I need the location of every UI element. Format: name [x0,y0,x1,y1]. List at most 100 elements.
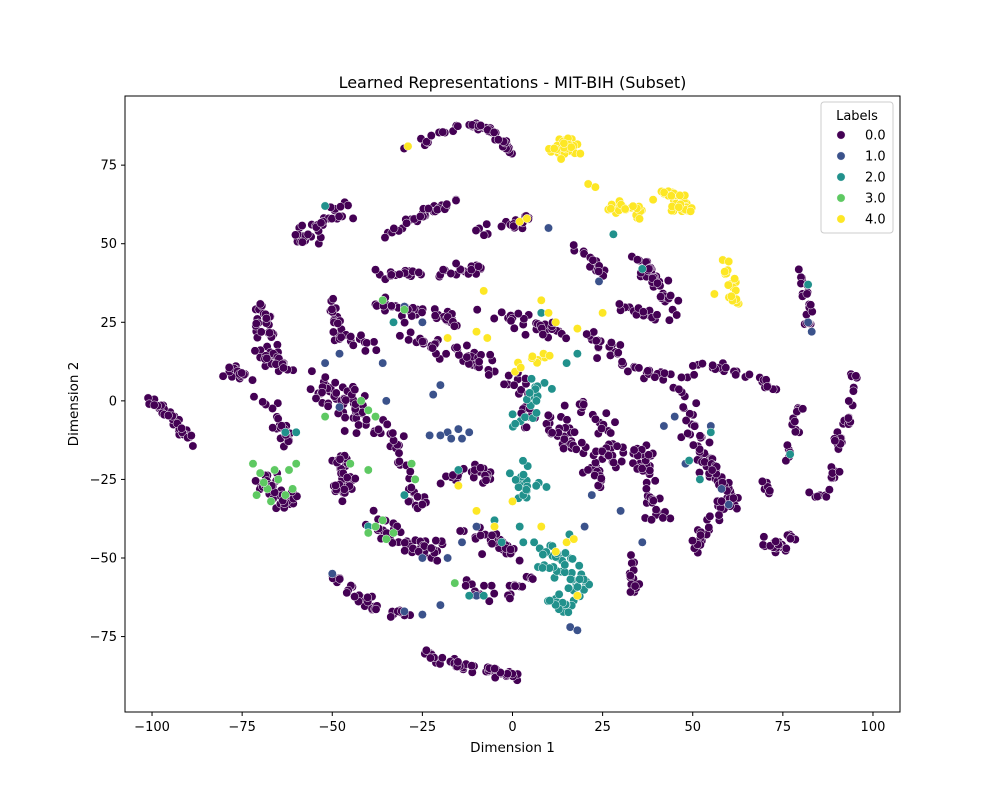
data-point [643,366,653,376]
data-point [291,427,301,437]
data-point [270,465,280,475]
data-point [348,213,358,223]
data-point [336,202,345,212]
x-tick-label: −50 [319,720,346,735]
data-point [610,417,620,427]
data-point [356,396,366,406]
data-point [472,305,482,315]
data-point [350,592,360,602]
data-point [331,388,341,398]
y-tick-label: −75 [90,630,117,645]
y-tick-label: 25 [100,316,117,331]
data-point [497,537,507,547]
data-point [381,396,391,406]
data-point [371,345,381,355]
data-point [499,379,509,389]
data-point [596,474,606,483]
data-point [591,414,600,424]
data-point [248,459,258,469]
data-point [251,319,261,329]
data-point [268,404,277,413]
data-point [566,142,576,152]
data-point [469,473,479,482]
data-point [432,556,442,566]
data-point [504,371,514,381]
data-point [266,496,276,506]
data-point [559,138,569,148]
data-point [493,135,503,145]
data-point [474,357,484,367]
data-point [697,359,707,369]
data-point [345,459,355,469]
data-point [280,427,290,437]
data-point [728,493,738,503]
data-point [259,478,269,488]
data-point [594,266,604,276]
data-point [437,653,447,663]
data-point [601,408,611,418]
data-point [644,450,654,460]
data-point [525,388,535,398]
y-tick-label: 50 [100,237,117,252]
data-point [554,589,564,599]
data-point [436,479,446,488]
data-point [399,431,409,441]
data-point [481,475,491,485]
data-point [674,202,684,212]
y-tick-label: 75 [100,159,117,174]
data-point [284,465,294,475]
data-point [518,537,528,547]
data-point [519,314,529,324]
data-point [635,214,644,224]
data-point [527,351,537,361]
data-point [476,530,486,540]
data-point [490,664,500,674]
data-point [651,505,661,515]
data-point [380,233,390,243]
data-point [666,291,676,301]
data-point [399,305,409,315]
data-point [455,526,465,536]
data-point [587,490,597,500]
data-point [521,330,530,340]
data-point [462,341,472,350]
data-point [785,449,795,459]
data-point [506,316,516,326]
legend-label: 2.0 [865,171,886,186]
data-point [417,500,427,509]
data-point [629,445,639,455]
data-point [382,419,392,429]
data-point [804,487,814,497]
data-point [803,317,813,327]
data-point [400,318,410,328]
x-tick-label: 75 [775,720,792,735]
data-point [435,430,445,440]
data-point [681,416,691,425]
data-point [479,286,489,296]
data-point [582,329,592,339]
data-point [659,421,669,431]
data-point [614,299,624,309]
data-point [343,200,353,210]
data-point [400,546,410,556]
data-point [186,431,196,441]
data-point [691,398,701,408]
data-point [453,121,463,131]
data-point [790,417,800,426]
data-point [560,560,570,570]
y-tick-label: −25 [90,473,117,488]
data-point [471,226,481,235]
data-point [688,536,697,546]
data-point [717,496,727,506]
data-point [684,456,694,466]
data-point [277,421,287,431]
data-point [451,196,461,205]
y-axis-ticks: −75 −50 −25 0 25 50 75 [90,159,125,645]
data-point [536,295,546,305]
data-point [378,358,388,368]
x-axis-ticks: −100 −75 −50 −25 0 25 50 75 100 [134,712,885,735]
data-point [400,538,410,548]
data-point [163,411,173,420]
data-point [545,351,555,361]
data-point [371,522,380,532]
